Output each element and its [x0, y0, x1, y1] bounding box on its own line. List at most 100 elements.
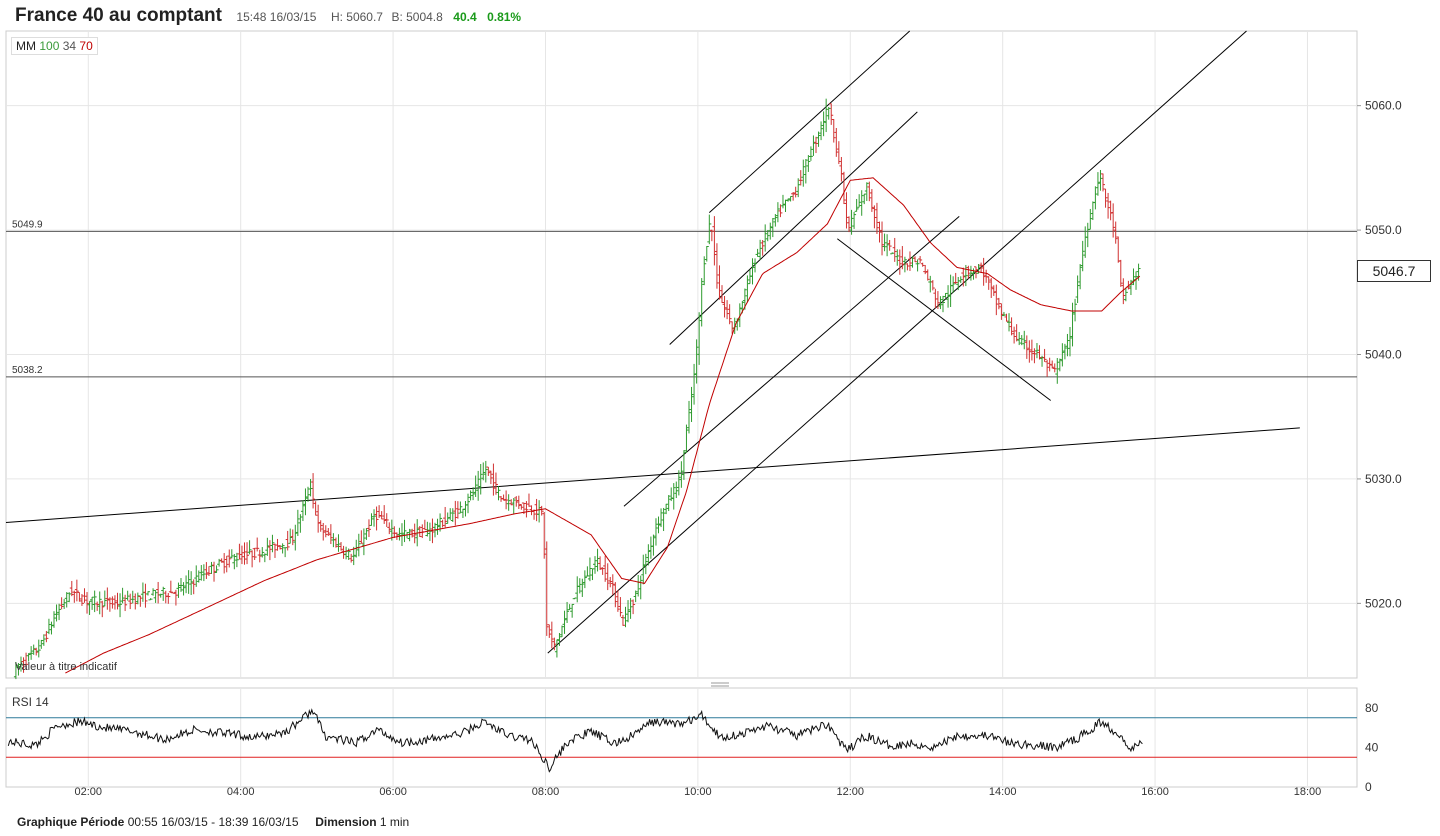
candle-up [1073, 298, 1078, 322]
candle-down [892, 237, 897, 262]
candle-down [245, 542, 250, 565]
candle-down [979, 262, 984, 274]
candle-up [697, 312, 702, 365]
candle-up [590, 568, 595, 581]
candle-up [186, 570, 191, 594]
candle-down [173, 589, 178, 606]
candle-down [608, 576, 613, 588]
candle-up [928, 275, 933, 293]
candle-up [483, 460, 488, 483]
candle-down [725, 300, 730, 320]
candle-up [450, 508, 455, 522]
candle-down [278, 545, 283, 550]
current-price-label: 5046.7 [1357, 260, 1431, 282]
candle-down [252, 547, 257, 560]
candle-up [938, 296, 943, 310]
candle-up [737, 303, 742, 328]
candle-down [328, 524, 333, 545]
candle-up [361, 528, 366, 556]
candle-down [519, 503, 524, 510]
candle-up [1128, 279, 1133, 296]
candle-up [699, 278, 704, 327]
x-tick-label: 06:00 [379, 786, 407, 798]
candle-down [443, 506, 448, 528]
horizontal-level-label: 5038.2 [12, 365, 43, 376]
candle-up [826, 107, 831, 120]
dimension-label: Dimension [315, 815, 377, 829]
candle-up [562, 610, 567, 634]
candle-up [308, 479, 313, 497]
candle-up [189, 571, 194, 595]
candle-up [13, 661, 18, 680]
moving-average-line [65, 177, 1141, 674]
candle-down [168, 580, 173, 593]
candle-down [267, 540, 272, 561]
candle-up [864, 182, 869, 201]
candle-up [895, 249, 900, 266]
candle-up [90, 596, 95, 610]
horizontal-level-label: 5049.9 [12, 219, 43, 230]
candle-down [923, 264, 928, 275]
candle-down [831, 119, 836, 143]
candle-up [651, 534, 656, 556]
rsi-legend[interactable]: RSI 14 [12, 695, 49, 709]
candle-up [664, 503, 669, 515]
rsi-tick-label: 80 [1365, 701, 1379, 715]
candle-down [1042, 348, 1047, 362]
candle-up [811, 135, 816, 156]
candle-up [951, 276, 956, 293]
candle-down [918, 256, 923, 263]
candle-up [763, 224, 768, 252]
moving-average-legend[interactable]: MM 100 34 70 [11, 37, 98, 55]
candle-down [72, 590, 77, 603]
candle-up [64, 592, 69, 608]
candle-down [610, 574, 615, 595]
candle-down [618, 597, 623, 617]
y-tick-label: 5040.0 [1365, 348, 1402, 362]
candle-up [1057, 358, 1062, 372]
candle-up [369, 513, 374, 526]
candle-up [26, 653, 31, 662]
candle-up [62, 599, 67, 609]
candle-up [1131, 268, 1136, 286]
candle-up [125, 590, 130, 601]
y-tick-label: 5060.0 [1365, 99, 1402, 113]
candle-up [194, 565, 199, 587]
candle-down [384, 513, 389, 527]
candle-up [265, 537, 270, 556]
candle-down [237, 543, 242, 560]
candle-up [97, 591, 102, 615]
candle-down [250, 550, 255, 568]
candle-up [859, 190, 864, 216]
candle-down [504, 490, 509, 510]
candle-down [1024, 335, 1029, 359]
candle-up [940, 295, 945, 313]
x-tick-label: 14:00 [989, 786, 1017, 798]
candle-down [44, 630, 49, 643]
candle-up [582, 570, 587, 589]
candle-up [344, 546, 349, 560]
candle-up [389, 519, 394, 541]
candle-up [1080, 240, 1085, 272]
candle-down [255, 537, 260, 552]
candle-up [857, 194, 862, 208]
candle-down [935, 291, 940, 309]
candle-up [796, 178, 801, 198]
candle-up [364, 528, 369, 540]
candle-up [768, 222, 773, 240]
candle-down [379, 511, 384, 520]
candle-down [526, 493, 531, 507]
candle-down [920, 262, 925, 267]
candle-up [1123, 287, 1128, 302]
candle-down [631, 599, 636, 615]
candle-down [813, 136, 818, 154]
candle-down [615, 590, 620, 612]
quote-change-pct: 0.81% [487, 10, 522, 24]
candle-down [529, 505, 534, 516]
candle-down [1045, 359, 1050, 377]
chart-footer: Graphique Période 00:55 16/03/15 - 18:39… [17, 815, 409, 829]
candle-down [204, 562, 209, 579]
candle-up [481, 462, 486, 481]
candle-down [107, 597, 112, 612]
